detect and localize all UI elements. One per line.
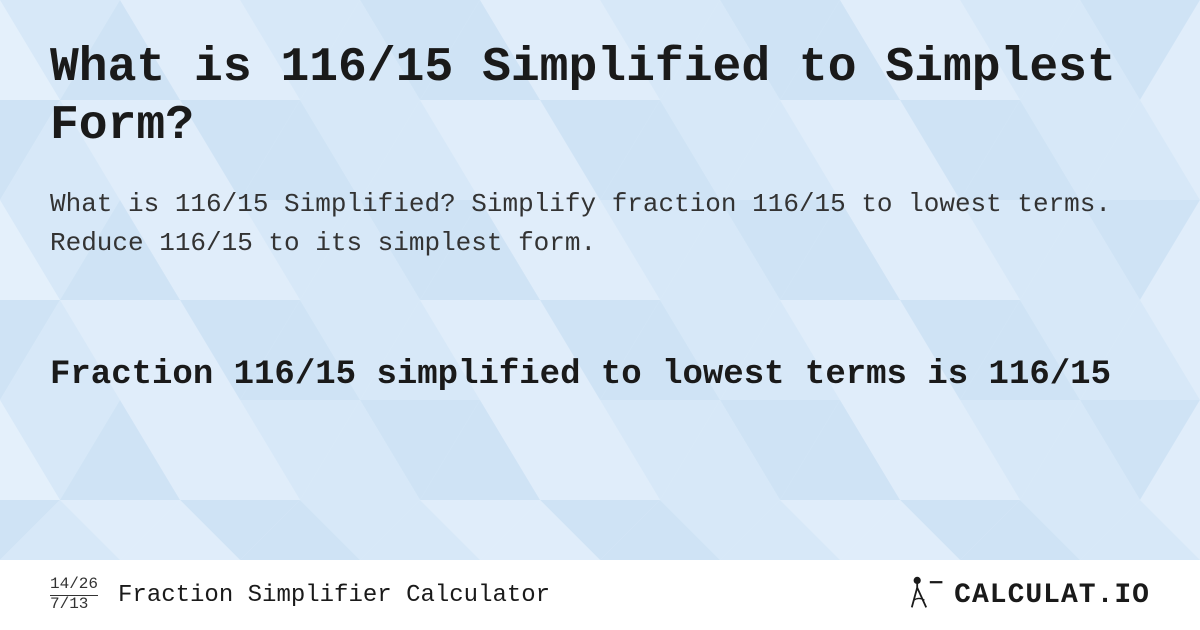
compass-icon [910, 575, 946, 616]
footer-bar: 14/26 7/13 Fraction Simplifier Calculato… [0, 560, 1200, 630]
fraction-icon: 14/26 7/13 [50, 576, 98, 613]
footer-left: 14/26 7/13 Fraction Simplifier Calculato… [50, 576, 550, 613]
main-content: What is 116/15 Simplified to Simplest Fo… [0, 0, 1200, 437]
fraction-icon-bottom: 7/13 [50, 596, 98, 614]
result-heading: Fraction 116/15 simplified to lowest ter… [50, 353, 1150, 397]
footer-right: CALCULAT.IO [910, 575, 1150, 616]
brand-text: CALCULAT.IO [954, 580, 1150, 611]
description-text: What is 116/15 Simplified? Simplify frac… [50, 185, 1150, 263]
page-title: What is 116/15 Simplified to Simplest Fo… [50, 40, 1150, 155]
footer-title: Fraction Simplifier Calculator [118, 582, 550, 609]
fraction-icon-top: 14/26 [50, 576, 98, 596]
